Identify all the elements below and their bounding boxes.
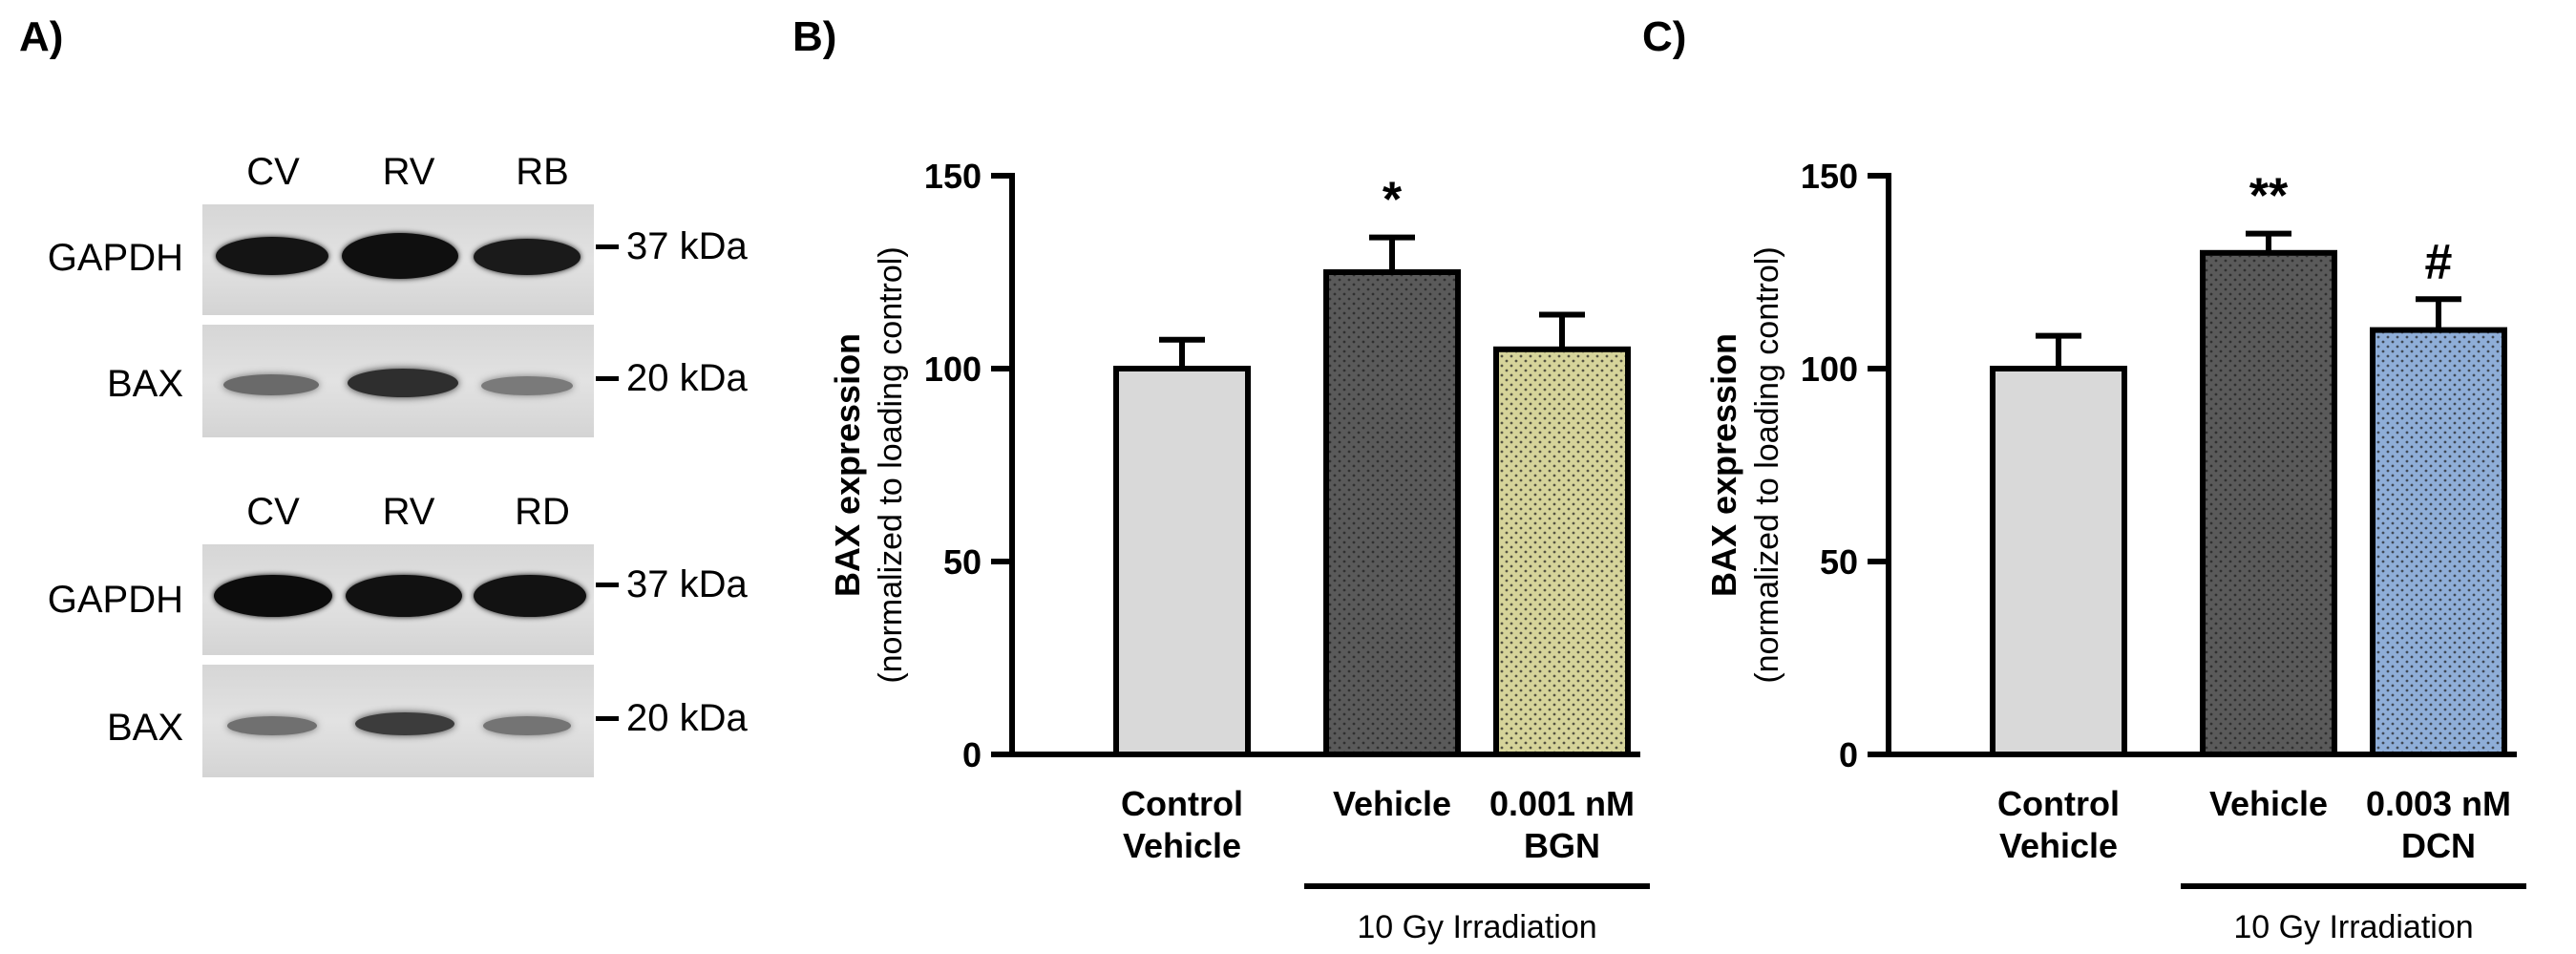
y-axis-sublabel: (normalized to loading control) xyxy=(1749,246,1785,683)
category-label: Vehicle xyxy=(1333,784,1451,823)
lane-label: RD xyxy=(515,491,570,533)
category-label: 0.001 nM xyxy=(1489,784,1635,823)
band xyxy=(474,575,586,617)
band xyxy=(227,716,317,735)
category-label: Vehicle xyxy=(2209,784,2328,823)
chart-c: BAX expression (normalized to loading con… xyxy=(1704,157,2526,945)
y-tick-label: 0 xyxy=(1839,735,1858,774)
panel-label-a: A) xyxy=(19,13,64,60)
lane-label: CV xyxy=(246,151,300,193)
marker-tick xyxy=(596,376,619,381)
lane-label: RB xyxy=(516,151,569,193)
significance-marker: ** xyxy=(2249,169,2289,224)
band xyxy=(214,575,332,617)
chart-b: BAX expression (normalized to loading con… xyxy=(828,157,1650,945)
y-axis-label: BAX expression xyxy=(1704,333,1743,597)
lane-label: RV xyxy=(382,491,435,533)
blot-strip-gapdh xyxy=(202,204,594,315)
band xyxy=(348,369,458,397)
band xyxy=(355,712,454,735)
y-tick-label: 100 xyxy=(1801,350,1858,389)
band xyxy=(346,575,462,617)
blot-strip-bax xyxy=(202,665,594,777)
marker-tick xyxy=(596,244,619,249)
y-tick-label: 100 xyxy=(924,350,982,389)
row-label-bax: BAX xyxy=(106,707,183,749)
y-tick-label: 150 xyxy=(1801,157,1858,196)
panel-label-b: B) xyxy=(792,13,837,60)
band xyxy=(223,374,319,395)
group-label: 10 Gy Irradiation xyxy=(1357,909,1596,945)
row-label-gapdh: GAPDH xyxy=(47,237,183,279)
category-label: DCN xyxy=(2401,826,2476,865)
group-label: 10 Gy Irradiation xyxy=(2233,909,2473,945)
panel-label-c: C) xyxy=(1642,13,1687,60)
category-label: Control xyxy=(1997,784,2120,823)
y-axis-label: BAX expression xyxy=(828,333,867,597)
marker-tick xyxy=(596,583,619,587)
bar xyxy=(1990,366,2127,757)
y-tick-label: 50 xyxy=(1820,542,1858,582)
y-tick-label: 150 xyxy=(924,157,982,196)
category-label: Vehicle xyxy=(1123,826,1241,865)
category-label: Vehicle xyxy=(1999,826,2118,865)
category-label: Control xyxy=(1121,784,1243,823)
bar-texture xyxy=(2375,332,2502,752)
lane-label: RV xyxy=(382,151,435,193)
blot-strip-bax xyxy=(202,325,594,437)
blot-strip-gapdh xyxy=(202,544,594,655)
bar-texture xyxy=(1329,275,1455,752)
category-label: BGN xyxy=(1524,826,1600,865)
marker-37kda: 37 kDa xyxy=(626,225,748,267)
y-axis-sublabel: (normalized to loading control) xyxy=(873,246,909,683)
band xyxy=(216,237,328,275)
band xyxy=(481,376,573,395)
band xyxy=(474,239,581,275)
marker-20kda: 20 kDa xyxy=(626,357,748,399)
y-tick-label: 50 xyxy=(943,542,982,582)
marker-37kda: 37 kDa xyxy=(626,563,748,605)
bar xyxy=(1113,366,1251,757)
row-label-gapdh: GAPDH xyxy=(47,579,183,621)
y-tick-label: 0 xyxy=(962,735,982,774)
marker-tick xyxy=(596,716,619,721)
significance-marker: # xyxy=(2425,234,2453,289)
band xyxy=(342,233,458,279)
bar-texture xyxy=(1499,351,1625,752)
category-label: 0.003 nM xyxy=(2366,784,2511,823)
row-label-bax: BAX xyxy=(106,363,183,405)
band xyxy=(483,716,571,735)
bar-texture xyxy=(2206,255,2332,752)
marker-20kda: 20 kDa xyxy=(626,697,748,739)
significance-marker: * xyxy=(1383,173,1403,228)
lane-label: CV xyxy=(246,491,300,533)
